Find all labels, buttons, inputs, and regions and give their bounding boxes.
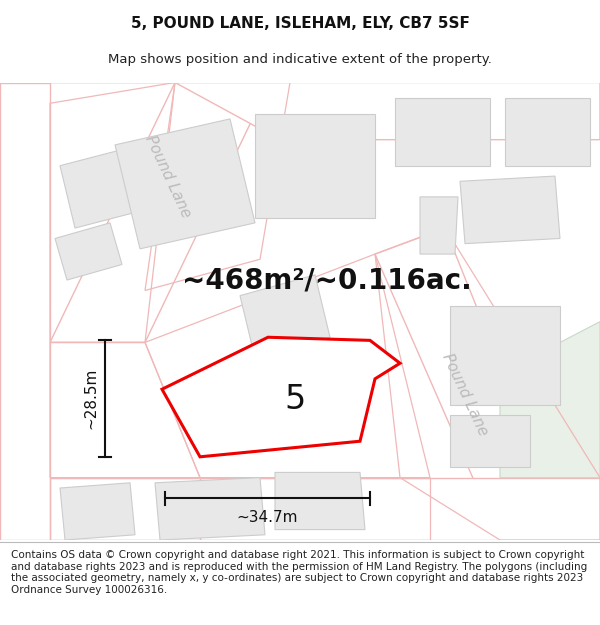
Polygon shape [0, 478, 600, 540]
Polygon shape [460, 176, 560, 244]
Polygon shape [255, 114, 375, 218]
Polygon shape [420, 197, 458, 254]
Text: Contains OS data © Crown copyright and database right 2021. This information is : Contains OS data © Crown copyright and d… [11, 550, 587, 595]
Text: 5, POUND LANE, ISLEHAM, ELY, CB7 5SF: 5, POUND LANE, ISLEHAM, ELY, CB7 5SF [131, 16, 469, 31]
Text: Pound Lane: Pound Lane [439, 351, 491, 438]
Polygon shape [0, 82, 50, 540]
Polygon shape [450, 306, 560, 405]
Polygon shape [162, 338, 400, 457]
Polygon shape [395, 98, 490, 166]
Text: ~34.7m: ~34.7m [237, 509, 298, 524]
Polygon shape [55, 223, 122, 280]
Polygon shape [500, 322, 600, 478]
Polygon shape [115, 119, 255, 249]
Polygon shape [60, 482, 135, 540]
Text: Map shows position and indicative extent of the property.: Map shows position and indicative extent… [108, 53, 492, 66]
Polygon shape [155, 478, 265, 540]
Polygon shape [375, 228, 570, 540]
Text: 5: 5 [284, 383, 305, 416]
Polygon shape [0, 82, 600, 139]
Polygon shape [275, 472, 365, 529]
Polygon shape [50, 82, 270, 342]
Text: Pound Lane: Pound Lane [142, 132, 194, 220]
Text: ~28.5m: ~28.5m [83, 368, 98, 429]
Text: ~468m²/~0.116ac.: ~468m²/~0.116ac. [182, 266, 472, 294]
Polygon shape [60, 150, 135, 228]
Polygon shape [240, 348, 345, 436]
Polygon shape [505, 98, 590, 166]
Polygon shape [240, 275, 330, 358]
Polygon shape [450, 415, 530, 468]
